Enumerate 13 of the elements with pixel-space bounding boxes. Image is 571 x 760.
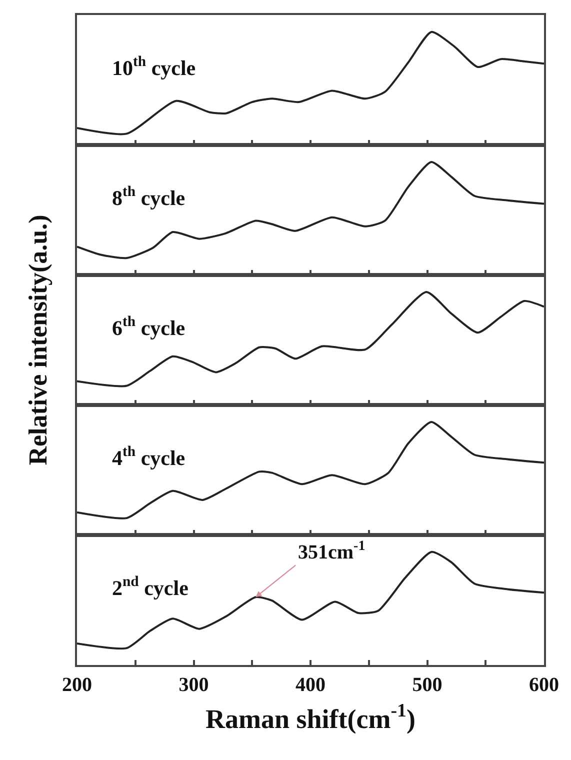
- x-tick-label: 200: [62, 674, 92, 696]
- annotation: 351cm$^{-1}$: [298, 539, 366, 564]
- x-tick-label: 300: [178, 674, 209, 696]
- annotation: 4$^{th}$ cycle: [112, 444, 186, 470]
- annotation: 8$^{th}$ cycle: [112, 184, 186, 210]
- x-tick-label: 400: [296, 674, 326, 696]
- x-tick-label: 600: [529, 674, 559, 696]
- annotation: 10$^{th}$ cycle: [112, 54, 196, 80]
- annotation: 6$^{th}$ cycle: [112, 314, 186, 340]
- y-axis-title: Relative intensity(a.u.): [23, 214, 52, 466]
- annotation: 2$^{nd}$ cycle: [112, 574, 188, 600]
- x-axis-title: Raman shift(cm$^{-1}$): [206, 700, 416, 734]
- x-tick-label: 500: [412, 674, 442, 696]
